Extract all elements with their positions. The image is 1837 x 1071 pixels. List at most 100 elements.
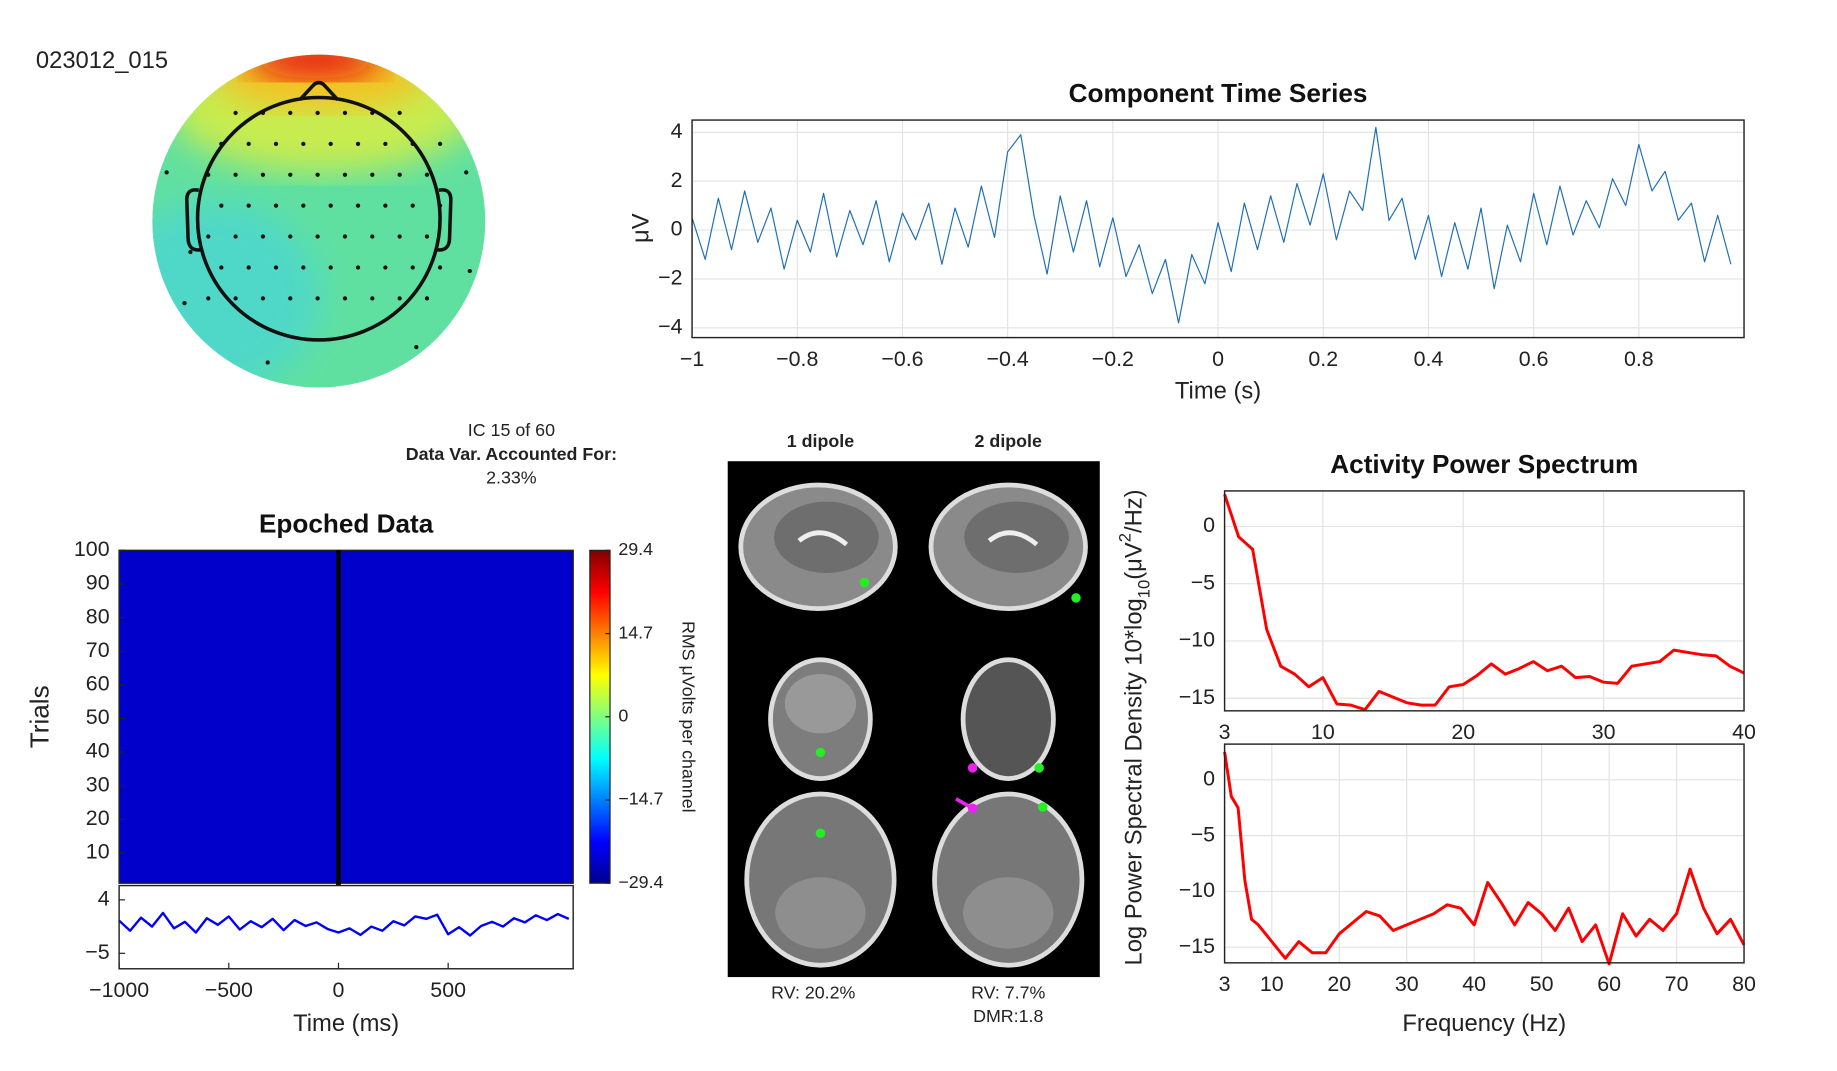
electrode — [206, 296, 211, 301]
ic-label: IC 15 of 60 — [468, 420, 555, 440]
electrode — [219, 203, 224, 208]
y-tick-label: 30 — [86, 772, 110, 796]
y-axis-label-part: (μV — [1121, 542, 1148, 580]
electrode — [437, 203, 443, 208]
electrode — [246, 141, 251, 146]
electrode — [164, 170, 169, 175]
x-tick-label: −1 — [680, 347, 704, 371]
electrode — [301, 141, 306, 146]
electrode — [342, 172, 348, 177]
electrode — [397, 110, 402, 116]
y-tick-label: −15 — [1179, 934, 1215, 958]
electrode — [328, 141, 333, 146]
electrode — [273, 203, 279, 208]
y-tick-label: 4 — [98, 886, 110, 910]
x-tick-label: 10 — [1311, 720, 1335, 744]
y-axis-label-part: Log Power Spectral Density 10*log — [1121, 598, 1148, 965]
x-tick-label: 50 — [1530, 972, 1554, 996]
electrode — [288, 110, 293, 116]
electrode — [233, 172, 238, 177]
x-tick-label: 20 — [1327, 972, 1351, 996]
axes-frame — [118, 549, 574, 884]
y-tick-label: 0 — [1203, 513, 1215, 537]
electrode — [219, 265, 224, 270]
electrode — [288, 296, 293, 301]
electrode — [383, 141, 388, 146]
electrode — [464, 170, 469, 175]
x-axis-label: Time (s) — [1175, 378, 1261, 405]
electrode — [383, 265, 388, 270]
electrode — [219, 141, 224, 146]
colorbar-tick-label: 0 — [618, 705, 628, 725]
electrode — [288, 234, 293, 239]
electrode — [328, 265, 333, 270]
y-tick-label: 4 — [671, 119, 683, 143]
electrode — [414, 344, 419, 350]
electrode — [370, 110, 375, 116]
electrode — [410, 265, 415, 270]
plot-area — [1224, 490, 1745, 711]
chart-title: Activity Power Spectrum — [1330, 449, 1638, 479]
x-tick-label: 3 — [1219, 972, 1231, 996]
y-tick-label: 10 — [86, 840, 110, 864]
electrode — [233, 296, 238, 301]
colorbar-tick-label: −29.4 — [618, 872, 663, 892]
dipole-col-label: 1 dipole — [787, 431, 854, 451]
y-tick-label: 0 — [1203, 766, 1215, 790]
electrode — [342, 234, 348, 239]
electrode — [315, 172, 320, 177]
dipole-rv: RV: 20.2% — [771, 982, 855, 1002]
colorbar-label: RMS μVolts per channel — [679, 621, 699, 813]
electrode — [437, 141, 443, 146]
axes-frame — [1223, 490, 1745, 712]
x-tick-label: 20 — [1451, 720, 1475, 744]
x-tick-label: 30 — [1395, 972, 1419, 996]
x-tick-label: 10 — [1260, 972, 1284, 996]
electrode — [265, 360, 270, 365]
x-tick-label: −0.2 — [1092, 347, 1134, 371]
plot-area — [1224, 744, 1745, 963]
electrode — [233, 110, 238, 116]
electrode — [260, 110, 266, 116]
y-tick-label: 100 — [74, 537, 110, 561]
electrode — [424, 296, 430, 301]
x-tick-label: −1000 — [89, 978, 149, 1002]
y-tick-label: −5 — [1191, 570, 1215, 594]
y-tick-label: 90 — [86, 571, 110, 595]
y-axis-label-part: 2 — [1115, 533, 1134, 542]
electrode — [206, 234, 211, 239]
variance-label: Data Var. Accounted For: — [406, 444, 617, 464]
y-tick-label: 60 — [86, 671, 110, 695]
y-axis-label-part: /Hz) — [1121, 489, 1148, 533]
y-tick-label: 0 — [671, 217, 683, 241]
electrode — [342, 296, 348, 301]
x-tick-label: −0.4 — [987, 347, 1029, 371]
y-axis-label: Log Power Spectral Density 10*log10(μV2/… — [1115, 489, 1153, 965]
chart-title: Component Time Series — [1069, 78, 1368, 108]
electrode — [355, 203, 361, 208]
y-tick-label: 40 — [86, 739, 110, 763]
x-tick-label: 500 — [430, 978, 466, 1002]
data-line — [691, 126, 1732, 324]
electrode — [424, 234, 430, 239]
axes-frame — [691, 119, 1745, 339]
y-tick-label: 50 — [86, 705, 110, 729]
electrode — [315, 234, 320, 239]
y-tick-label: 80 — [86, 604, 110, 628]
electrode — [397, 296, 402, 301]
electrode — [397, 172, 402, 177]
dataset-name: 023012_015 — [36, 47, 168, 74]
data-line — [1223, 493, 1745, 712]
electrode — [355, 265, 361, 270]
electrode — [188, 249, 193, 255]
electrode — [342, 110, 348, 116]
x-tick-label: 0.4 — [1414, 347, 1444, 371]
electrode — [260, 234, 266, 239]
electrode — [328, 203, 333, 208]
axes-frame — [1223, 743, 1745, 964]
electrode — [315, 110, 320, 116]
electrode — [315, 296, 320, 301]
x-tick-label: 0.2 — [1308, 347, 1338, 371]
electrode — [301, 203, 306, 208]
